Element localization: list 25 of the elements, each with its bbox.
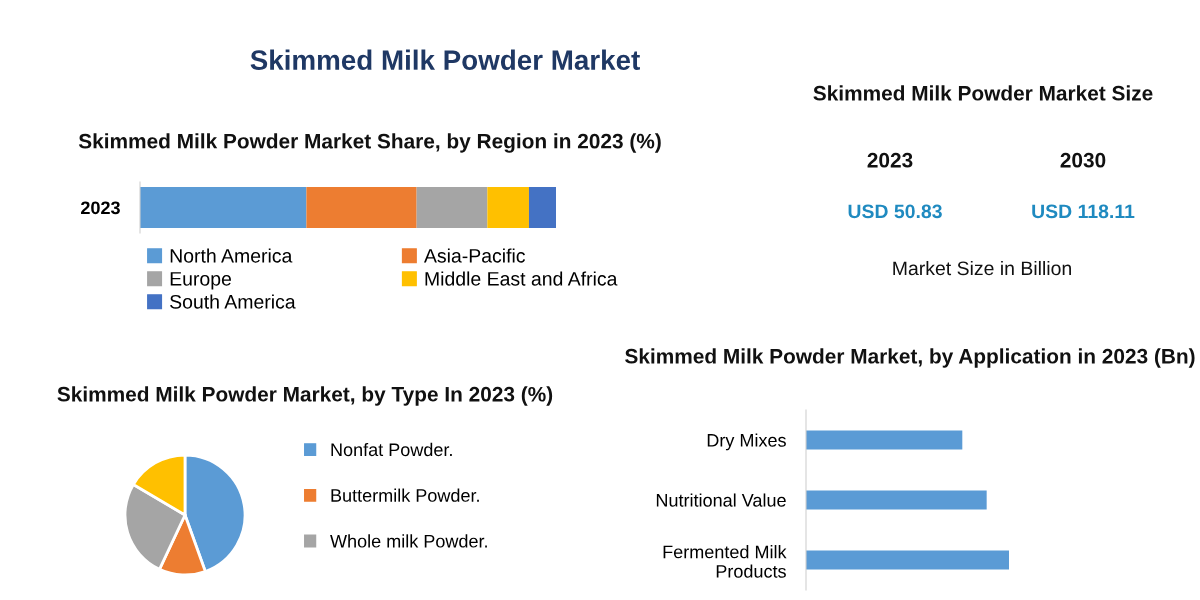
text: USD 50.83 (848, 204, 942, 219)
chart-title: Skimmed Milk Powder Market, by Type In 2023 (%) (57, 386, 553, 406)
legend-label: Buttermilk Powder. (331, 488, 479, 502)
text: USD 118.11 (1032, 204, 1135, 219)
bar (416, 187, 488, 228)
legend-label: Whole milk Powder. (330, 534, 487, 548)
text: 2023 (81, 201, 120, 215)
bar (306, 187, 417, 228)
bar (528, 187, 556, 228)
y-tick-label: Fermented Milk Products (663, 545, 787, 578)
text: Skimmed Milk Powder Market (250, 49, 640, 70)
text: 2030 (1060, 152, 1106, 168)
legend-label: Europe (170, 272, 231, 290)
legend-label: Middle East and Africa (425, 271, 618, 286)
text: Skimmed Milk Powder Market Size (813, 85, 1153, 101)
bar (487, 187, 529, 228)
legend-label: Nonfat Powder. (331, 442, 452, 457)
text: Skimmed Milk Powder Market Share, by Region in 2023 (%) (78, 133, 661, 153)
y-tick-label: Nutritional Value (656, 493, 786, 507)
legend-label: North America (170, 248, 293, 263)
chart-title: Skimmed Milk Powder Market, by Application in 2023 (Bn) (625, 348, 1195, 368)
legend-label: Asia-Pacific (423, 248, 526, 263)
text: Market Size in Billion (893, 260, 1071, 276)
y-tick-label: Dry Mixes (707, 433, 786, 451)
legend-label: South America (170, 294, 296, 309)
